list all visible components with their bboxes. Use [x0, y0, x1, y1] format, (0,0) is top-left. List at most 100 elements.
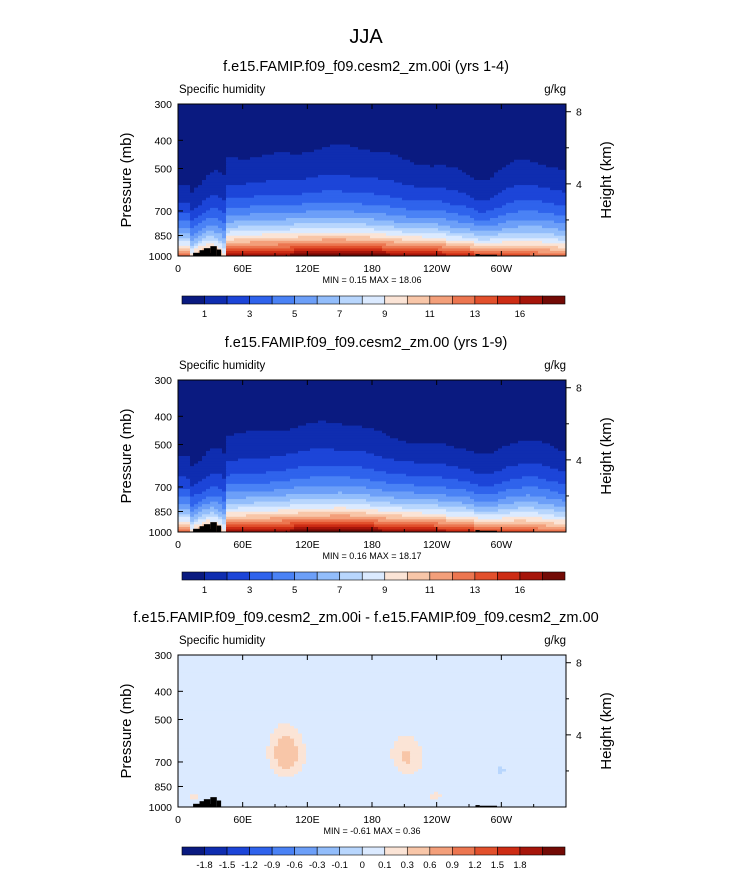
contour-cell [386, 471, 475, 475]
colorbar-label: -0.1 [332, 860, 348, 871]
contour-cell [226, 468, 287, 472]
contour-cell [422, 235, 463, 239]
contour-cell [438, 228, 471, 232]
contour-cell [226, 245, 291, 249]
contour-cell [442, 250, 475, 255]
contour-cell [406, 207, 475, 211]
contour-cell [190, 218, 195, 222]
contour-cell [518, 463, 543, 467]
contour-cell [190, 514, 195, 518]
contour-cell [290, 529, 383, 532]
colorbar-box [226, 846, 250, 856]
contour-cell [226, 195, 255, 199]
contour-cell [226, 238, 235, 242]
contour-cell [178, 488, 191, 493]
colorbar-box [429, 571, 453, 581]
contour-cell [506, 187, 551, 191]
contour-cell [178, 761, 271, 765]
contour-cell [538, 162, 566, 166]
contour-cell [226, 187, 447, 191]
field-label: Specific humidity [179, 360, 266, 372]
contour-cell [178, 440, 227, 444]
contour-cell [306, 423, 343, 427]
contour-cell [178, 769, 275, 773]
contour-cell [178, 466, 227, 470]
contour-cell [222, 516, 227, 520]
contour-cell [446, 529, 475, 532]
contour-cell [178, 483, 191, 487]
contour-cell [190, 456, 203, 460]
contour-cell [362, 202, 451, 206]
contour-cell [502, 240, 543, 244]
contour-cell [210, 506, 215, 510]
contour-cell [442, 245, 471, 249]
contour-cell [178, 675, 566, 679]
contour-cell [414, 736, 566, 740]
topography [479, 254, 498, 256]
colorbar-box [271, 571, 295, 581]
contour-cell [294, 250, 387, 255]
contour-cell [534, 506, 566, 510]
contour-cell [178, 471, 227, 475]
contour-cell [190, 461, 199, 465]
x-tick-label: 60E [233, 539, 252, 551]
contour-cell [178, 136, 566, 141]
contour-cell [522, 476, 539, 480]
contour-cell [194, 521, 203, 525]
contour-cell [238, 506, 335, 510]
contour-cell [246, 496, 395, 500]
contour-cell [526, 494, 531, 498]
y-tick-label: 850 [154, 781, 172, 793]
contour-cell [306, 210, 355, 214]
contour-cell [374, 228, 439, 232]
contour-cell [534, 529, 566, 532]
contour-cell [410, 751, 423, 755]
contour-cell [402, 756, 411, 760]
contour-cell [394, 180, 566, 184]
contour-cell [290, 723, 566, 727]
contour-cell [226, 440, 407, 444]
colorbar-label: 16 [515, 585, 526, 596]
contour-cell [178, 185, 191, 189]
contour-cell [226, 519, 283, 523]
contour-cell [226, 250, 295, 255]
y-tick-label: 300 [154, 375, 172, 387]
contour-cell [382, 488, 467, 493]
colorbar-label: -1.8 [196, 860, 212, 871]
contour-cell [298, 450, 367, 455]
contour-cell [230, 230, 403, 234]
contour-cell [282, 736, 291, 740]
contour-cell [494, 450, 566, 455]
contour-cell [446, 238, 479, 242]
y-axis-title-right: Height (km) [598, 141, 615, 219]
colorbar-label: 0.1 [378, 860, 391, 871]
contour-cell [178, 169, 215, 173]
contour-cell [498, 504, 555, 508]
x-tick-label: 60E [233, 814, 252, 826]
contour-cell [470, 496, 507, 500]
contour-cell [238, 458, 395, 462]
contour-cell [178, 499, 191, 503]
contour-cell [430, 794, 443, 798]
y-axis-title-right: Height (km) [598, 692, 615, 770]
contour-cell [538, 185, 566, 189]
chart-panel-1: f.e15.FAMIP.f09_f09.cesm2_zm.00i (yrs 1-… [118, 59, 615, 320]
contour-cell [218, 501, 227, 505]
contour-cell [470, 468, 503, 472]
contour-cell [498, 499, 563, 503]
contour-cell [222, 496, 227, 500]
contour-cell [378, 177, 475, 181]
contour-cell [178, 433, 235, 437]
contour-cell [226, 240, 251, 244]
contour-cell [190, 240, 199, 244]
contour-cell [538, 210, 566, 214]
contour-cell [302, 736, 399, 740]
contour-cell [378, 519, 447, 523]
contour-cell [422, 511, 475, 515]
contour-field [178, 380, 566, 532]
contour-cell [374, 521, 439, 525]
contour-cell [306, 748, 391, 752]
contour-cell [450, 230, 566, 234]
contour-cell [382, 456, 566, 460]
contour-cell [306, 751, 391, 755]
